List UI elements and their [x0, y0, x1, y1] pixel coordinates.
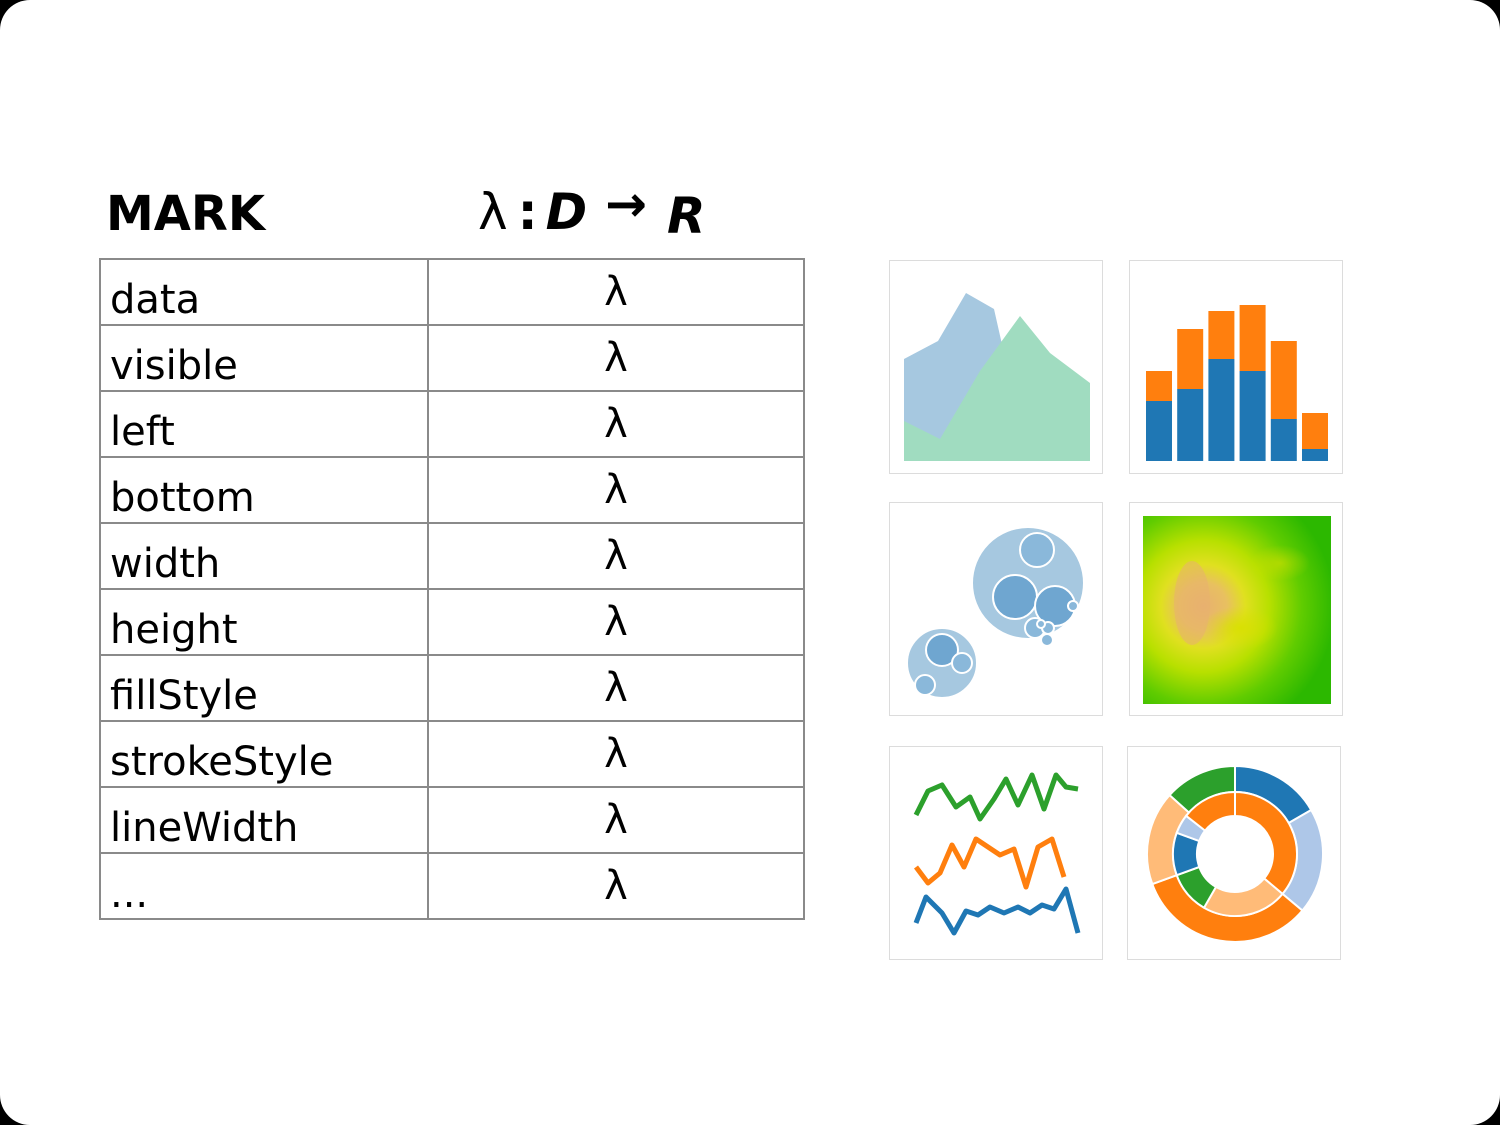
formula-colon: : [517, 183, 538, 241]
line-series-green [913, 772, 1079, 822]
bar-segment-orange [1270, 341, 1297, 419]
bar-segment-blue [1302, 449, 1328, 461]
property-row-visible: visible λ [99, 324, 805, 392]
property-function: λ [427, 324, 805, 392]
property-name: height [99, 588, 429, 656]
property-function: λ [427, 852, 805, 920]
property-row-strokeStyle: strokeStyle λ [99, 720, 805, 788]
area-chart-graphic [904, 293, 1090, 461]
bubble-small-inner-2 [951, 652, 973, 674]
property-row-fillStyle: fillStyle λ [99, 654, 805, 722]
property-row-data: data λ [99, 258, 805, 326]
property-name: visible [99, 324, 429, 392]
property-name: bottom [99, 456, 429, 524]
mark-title: MARK [106, 186, 266, 242]
property-row-width: width λ [99, 522, 805, 590]
bar-segment-blue [1270, 419, 1297, 461]
property-row-lineWidth: lineWidth λ [99, 786, 805, 854]
property-function: λ [427, 390, 805, 458]
sunburst-graphic [1146, 764, 1324, 943]
bar-segment-orange [1208, 311, 1235, 359]
line-series-orange [914, 836, 1067, 890]
line-series-blue [913, 886, 1081, 936]
stacked-bar-chart-thumbnail [1129, 260, 1343, 474]
bubble-pack-graphic [906, 526, 1085, 699]
mark-properties-table: data λ visible λ left λ bottom λ width λ height λ fi… [99, 258, 805, 920]
heatmap-thumbnail [1129, 502, 1343, 716]
property-function: λ [427, 720, 805, 788]
formula-domain: D [545, 183, 588, 241]
area-chart-thumbnail [889, 260, 1103, 474]
property-function: λ [427, 522, 805, 590]
property-function: λ [427, 456, 805, 524]
property-name: data [99, 258, 429, 326]
bubble-inner-1 [1019, 532, 1055, 568]
property-function: λ [427, 786, 805, 854]
lambda-formula: λ: D → R [478, 175, 706, 245]
bar-segment-blue [1177, 389, 1204, 461]
property-row-left: left λ [99, 390, 805, 458]
bubble-inner-2 [992, 574, 1038, 620]
property-row-more: ... λ [99, 852, 805, 920]
property-name: strokeStyle [99, 720, 429, 788]
line-chart-thumbnail [889, 746, 1103, 960]
sunburst-thumbnail [1127, 746, 1341, 960]
heatmap-hotspot-2 [1250, 545, 1310, 581]
area-series-green [904, 316, 1090, 461]
line-chart-graphic [913, 772, 1081, 936]
bar-segment-blue [1146, 401, 1172, 461]
sunburst-inner-orange-2 [1184, 790, 1236, 833]
property-function: λ [427, 654, 805, 722]
property-row-bottom: bottom λ [99, 456, 805, 524]
property-row-height: height λ [99, 588, 805, 656]
property-name: width [99, 522, 429, 590]
stacked-bar-chart-graphic [1146, 305, 1328, 461]
bubble-tiny-5 [1036, 619, 1046, 629]
bar-segment-blue [1208, 359, 1235, 461]
bar-segment-orange [1239, 305, 1266, 371]
bubble-pack-thumbnail [889, 502, 1103, 716]
bar-segment-blue [1239, 371, 1266, 461]
heatmap-core [1174, 561, 1210, 645]
property-name: fillStyle [99, 654, 429, 722]
bar-segment-orange [1302, 413, 1328, 449]
formula-lambda: λ [478, 183, 508, 241]
bubble-tiny-4 [1040, 633, 1054, 647]
bar-segment-orange [1146, 371, 1172, 401]
property-name: lineWidth [99, 786, 429, 854]
property-name: ... [99, 852, 429, 920]
heatmap-hotspot-1 [1202, 606, 1278, 650]
formula-arrow: → [605, 175, 648, 233]
property-function: λ [427, 588, 805, 656]
heatmap-graphic [1143, 516, 1331, 704]
property-name: left [99, 390, 429, 458]
formula-range: R [667, 187, 706, 245]
bubble-small-inner-3 [914, 674, 936, 696]
sunburst-inner-orange [1234, 790, 1298, 896]
bar-segment-orange [1177, 329, 1204, 389]
bubble-small-inner-1 [925, 633, 959, 667]
bubble-tiny-1 [1067, 600, 1079, 612]
property-function: λ [427, 258, 805, 326]
